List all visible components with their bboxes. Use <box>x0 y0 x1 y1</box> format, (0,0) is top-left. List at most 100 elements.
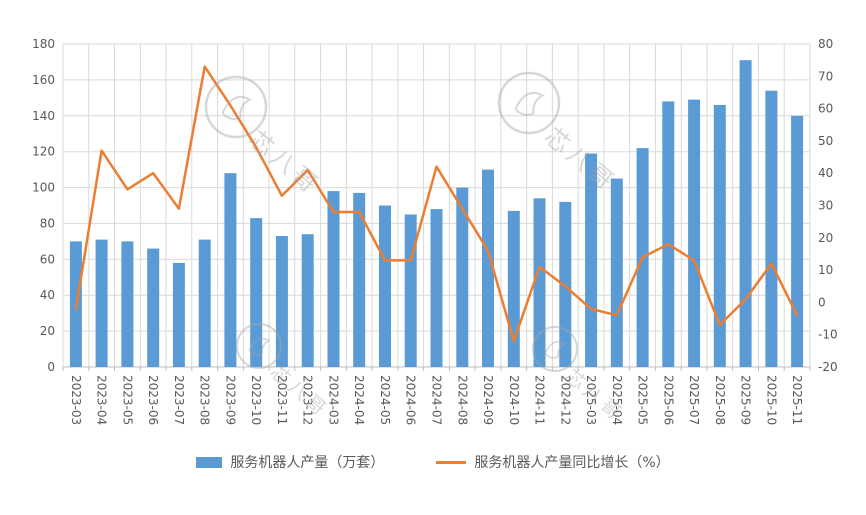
x-axis-label: 2023-03 <box>69 375 83 425</box>
bar <box>662 101 675 368</box>
bar <box>533 198 546 367</box>
bar <box>791 115 804 367</box>
x-axis-label: 2024-04 <box>352 375 366 425</box>
bar <box>95 239 108 367</box>
watermark-logo: 芯八哥 <box>497 71 621 198</box>
bar <box>224 173 237 367</box>
left-axis-tick-label: 60 <box>40 252 55 266</box>
bar <box>198 239 211 367</box>
bar <box>353 192 366 367</box>
bar <box>482 169 494 367</box>
x-axis-label: 2023-09 <box>223 375 237 425</box>
left-axis-tick-label: 140 <box>32 109 55 123</box>
bar <box>275 236 288 367</box>
x-axis-label: 2023-04 <box>95 375 109 425</box>
bar <box>585 153 598 367</box>
x-axis-label: 2025-05 <box>636 375 650 425</box>
bar <box>456 187 469 367</box>
x-axis-label: 2025-07 <box>687 375 701 425</box>
watermark-circle <box>532 326 578 372</box>
bar <box>172 262 185 367</box>
watermark-circle <box>236 323 282 369</box>
bar <box>250 218 263 367</box>
left-axis-tick-label: 20 <box>40 324 55 338</box>
x-axis-label: 2024-12 <box>558 375 572 425</box>
left-axis-tick-label: 80 <box>40 216 55 230</box>
bar <box>147 248 160 367</box>
x-axis-label: 2023-11 <box>275 375 289 425</box>
x-axis-label: 2025-10 <box>764 375 778 425</box>
x-axis-label: 2023-10 <box>249 375 263 425</box>
bar <box>688 99 701 367</box>
bird-icon <box>514 91 545 116</box>
bar <box>404 214 417 367</box>
bar <box>379 205 391 367</box>
right-axis-tick-label: -10 <box>818 328 838 342</box>
bar <box>739 60 752 367</box>
x-axis-label: 2025-09 <box>739 375 753 425</box>
right-axis-tick-label: -20 <box>818 360 838 374</box>
left-axis-tick-label: 40 <box>40 288 55 302</box>
x-axis-label: 2025-04 <box>610 375 624 425</box>
left-axis-tick-label: 180 <box>32 37 55 51</box>
bar-series-label: 服务机器人产量（万套） <box>230 455 385 471</box>
x-axis-label: 2024-06 <box>404 375 418 425</box>
bird-icon <box>544 340 567 359</box>
right-axis-tick-label: 60 <box>818 102 833 116</box>
bar <box>713 105 726 367</box>
bar <box>765 90 778 367</box>
x-axis-label: 2023-05 <box>120 375 134 425</box>
right-axis-tick-label: 0 <box>818 295 826 309</box>
legend-item-production: 服务机器人产量（万套） <box>196 452 384 472</box>
watermark-text: 芯八哥 <box>243 125 325 200</box>
x-axis-label: 2024-09 <box>481 375 495 425</box>
bar-series <box>69 60 804 368</box>
line-series-swatch <box>436 460 467 464</box>
left-axis-tick-label: 100 <box>32 181 55 195</box>
line-series <box>74 65 799 343</box>
right-axis-tick-label: 70 <box>818 69 833 83</box>
legend-item-yoy-growth: 服务机器人产量同比增长（%） <box>436 452 670 472</box>
bird-icon <box>221 95 252 120</box>
right-axis-tick-label: 50 <box>818 134 833 148</box>
x-axis-label: 2023-07 <box>172 375 186 425</box>
bar <box>507 210 520 367</box>
right-axis-tick-label: 80 <box>818 37 833 51</box>
bar <box>610 178 623 367</box>
right-axis-tick-label: 10 <box>818 263 833 277</box>
watermark-text: 芯八哥 <box>539 122 621 197</box>
x-axis-label: 2025-03 <box>584 375 598 425</box>
x-axis-label: 2024-03 <box>327 375 341 425</box>
axis-labels: 0 20 40 60 80 100 120 140 160 180 -20 -10 0 10 20 30 40 5… <box>32 37 838 425</box>
left-axis-tick-label: 120 <box>32 145 55 159</box>
left-axis-tick-label: 160 <box>32 73 55 87</box>
bar <box>327 191 340 367</box>
x-axis-label: 2024-05 <box>378 375 392 425</box>
bar <box>430 209 443 367</box>
x-axis-line <box>62 366 811 371</box>
x-axis-label: 2025-08 <box>713 375 727 425</box>
x-axis-label: 2024-11 <box>533 375 547 425</box>
x-axis-label: 2024-08 <box>455 375 469 425</box>
x-axis-label: 2023-08 <box>198 375 212 425</box>
line-series-label: 服务机器人产量同比增长（%） <box>474 455 670 471</box>
x-axis-label: 2023-12 <box>301 375 315 425</box>
bar <box>559 201 572 367</box>
x-axis-label: 2024-10 <box>507 375 521 425</box>
bar-series-swatch <box>196 456 223 468</box>
x-axis-label: 2025-06 <box>661 375 675 425</box>
bar <box>121 241 134 367</box>
x-axis-label: 2024-07 <box>430 375 444 425</box>
right-axis-tick-label: 20 <box>818 231 833 245</box>
x-axis-label: 2025-11 <box>790 375 804 425</box>
bird-icon <box>248 337 271 356</box>
right-axis-tick-label: 40 <box>818 166 833 180</box>
x-axis-label: 2023-06 <box>146 375 160 425</box>
left-axis-tick-label: 0 <box>47 360 55 374</box>
watermark-circle <box>204 75 268 139</box>
chart-legend: 服务机器人产量（万套） 服务机器人产量同比增长（%） <box>0 452 866 472</box>
watermark-circle <box>497 71 561 135</box>
bar <box>301 234 314 367</box>
